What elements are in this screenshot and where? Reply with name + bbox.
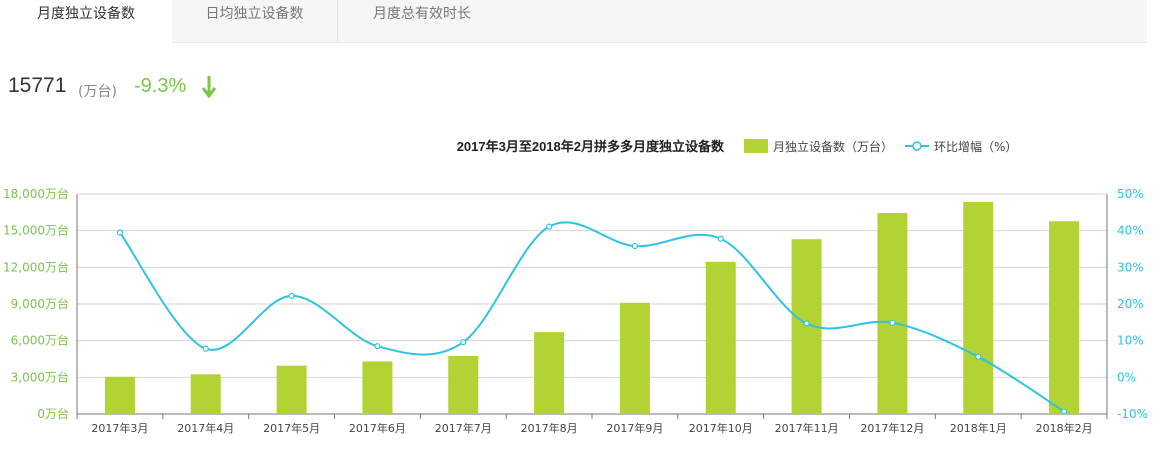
x-tick-label: 2017年10月 [689,421,753,435]
y-left-tick-label: 18,000万台 [3,186,69,201]
tab-bar: 月度独立设备数 日均独立设备数 月度总有效时长 [0,0,1147,43]
summary-value: 15771 [8,74,67,97]
line-point [288,292,295,300]
bar [190,374,221,414]
tab-divider [337,0,338,42]
chart-legend: 月独立设备数（万台） 环比增幅（%） [744,139,1017,154]
bar [619,302,650,414]
x-tick-label: 2017年11月 [775,421,839,435]
y-right-tick-label: -10% [1117,407,1148,421]
line-point [1060,408,1068,415]
x-tick-label: 2017年9月 [606,421,663,435]
legend-bar-label: 月独立设备数（万台） [773,139,893,154]
line-point [631,242,639,250]
bar [534,332,565,414]
y-right-tick-label: 40% [1117,224,1144,238]
line-point [889,319,896,326]
x-tick-label: 2017年5月 [263,421,320,435]
line-point [975,353,982,360]
bar [362,361,393,414]
line-point [460,339,467,346]
x-tick-label: 2017年6月 [349,421,406,435]
bar [104,376,135,414]
x-tick-label: 2017年3月 [91,421,148,435]
chart-line [116,221,1068,415]
y-right-tick-label: 0% [1117,370,1136,384]
bar [705,261,736,414]
x-tick-label: 2018年2月 [1036,421,1093,435]
x-tick-label: 2017年4月 [177,421,234,435]
x-tick-label: 2017年7月 [435,421,492,435]
summary-unit: (万台) [78,84,117,100]
y-left-tick-label: 0万台 [37,406,69,421]
line-point [717,235,724,242]
line-point [374,343,381,350]
legend-line-marker [912,141,922,151]
arrow-down-icon [202,76,216,99]
line-point [116,229,124,236]
line-point [545,223,553,230]
tab-daily-devices[interactable]: 日均独立设备数 [205,6,304,22]
x-tick-label: 2018年1月 [950,421,1007,435]
y-left-tick-label: 9,000万台 [11,296,69,311]
bar [963,201,994,414]
y-right-tick-label: 20% [1117,297,1144,311]
x-tick-label: 2017年8月 [521,421,578,435]
bar [1049,221,1080,414]
line-point [803,320,810,327]
y-right-tick-label: 10% [1117,334,1144,348]
bar [276,365,307,414]
x-tick-label: 2017年12月 [860,421,924,435]
chart-grid [77,193,1107,415]
bar [877,212,908,414]
chart-title: 2017年3月至2018年2月拼多多月度独立设备数 [457,139,725,154]
tab-monthly-duration[interactable]: 月度总有效时长 [373,6,471,22]
summary-change: -9.3% [134,75,187,97]
legend-bar-swatch [744,139,768,153]
y-left-tick-label: 6,000万台 [11,333,69,348]
bar [448,355,479,414]
tab-monthly-devices[interactable]: 月度独立设备数 [0,0,172,43]
line-point [202,345,209,352]
y-left-tick-label: 15,000万台 [3,223,69,238]
y-left-tick-label: 12,000万台 [3,259,69,274]
y-right-tick-label: 30% [1117,260,1144,274]
chart-axes: 0万台 -10% 3,000万台 0% 6,000万台 10% 9,000万台 20% 12,0… [3,186,1148,435]
y-left-tick-label: 3,000万台 [11,369,69,384]
y-right-tick-label: 50% [1117,187,1144,201]
growth-line [119,221,1065,413]
chart-bars [104,201,1080,414]
chart: 2017年3月至2018年2月拼多多月度独立设备数 月独立设备数（万台） 环比增幅… [3,139,1148,435]
legend-line-label: 环比增幅（%） [934,139,1017,154]
